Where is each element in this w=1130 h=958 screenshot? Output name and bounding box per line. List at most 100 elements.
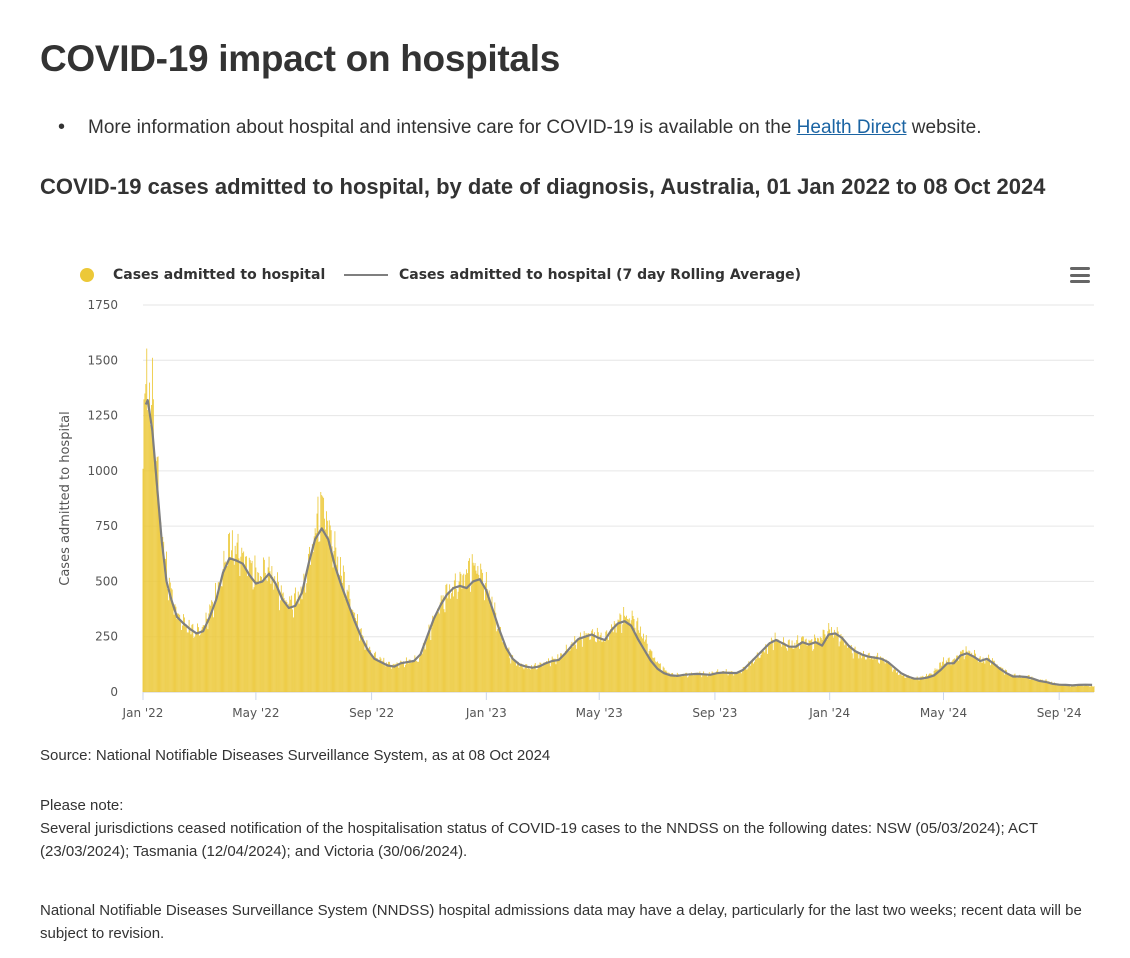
hospital-bar (695, 673, 697, 692)
hospital-bar (440, 595, 442, 692)
hospital-bar (592, 629, 594, 692)
hospital-bar (364, 649, 366, 692)
hospital-bar (250, 563, 252, 692)
hospital-bar (737, 672, 738, 692)
hospital-bar (424, 649, 426, 692)
hospital-bar (458, 581, 460, 692)
hospital-bar (657, 661, 658, 692)
hospital-bar (196, 632, 198, 692)
hospital-bar (647, 653, 649, 692)
hospital-bar (1065, 685, 1067, 692)
hospital-bar (224, 562, 226, 692)
hospital-bar (743, 666, 745, 692)
legend-item-line[interactable]: Cases admitted to hospital (7 day Rollin… (344, 267, 801, 283)
hospital-bar (692, 675, 694, 692)
hospital-bar (559, 658, 561, 692)
hospital-bar (751, 660, 753, 692)
hospital-bar (855, 652, 857, 692)
hospital-bar (983, 661, 985, 692)
hospital-bar (468, 560, 469, 692)
info-text: More information about hospital and inte… (88, 117, 981, 139)
hospital-bar (880, 657, 882, 692)
hospital-bar (599, 635, 601, 692)
hospital-bar (742, 666, 744, 692)
hospital-bar (839, 641, 841, 692)
hospital-bar (938, 669, 940, 692)
hospital-bar (351, 609, 353, 692)
hospital-bar (288, 603, 290, 692)
hospital-bar (981, 662, 983, 692)
hospital-bar (519, 664, 521, 692)
hospital-bar (843, 641, 845, 692)
hospital-bar (416, 661, 418, 692)
hospital-bar (966, 651, 968, 692)
hospital-bar (836, 627, 838, 692)
hospital-bar (341, 575, 342, 692)
hospital-bar (255, 567, 257, 692)
hospital-bar (769, 642, 771, 692)
hospital-bar (722, 671, 724, 692)
hospital-bar (1069, 686, 1070, 692)
hospital-bar (452, 586, 453, 692)
note-jurisdictions: Several jurisdictions ceased notificatio… (40, 820, 1038, 860)
legend-label-bars: Cases admitted to hospital (113, 267, 326, 283)
hospital-bar (476, 573, 478, 692)
hospital-bar (765, 644, 767, 692)
hospital-bar (274, 576, 276, 692)
hospital-bar (732, 673, 734, 692)
hospital-bar (779, 642, 781, 692)
hospital-bar (499, 627, 500, 692)
hospital-bar (425, 639, 427, 692)
hospital-bar (565, 644, 567, 692)
info-text-pre: More information about hospital and inte… (88, 117, 797, 138)
hospital-bar (428, 624, 430, 692)
hospital-bar (728, 671, 730, 692)
health-direct-link[interactable]: Health Direct (796, 117, 907, 138)
hospital-bar (208, 613, 210, 692)
hospital-bar (620, 614, 622, 692)
hamburger-menu-icon[interactable] (1070, 267, 1090, 287)
x-tick-label: Jan '22 (122, 706, 164, 720)
hospital-bar (818, 641, 820, 692)
hospital-bar (456, 598, 458, 692)
hospital-bar (710, 674, 712, 692)
hospital-bar (340, 557, 341, 692)
hospital-bar (195, 632, 197, 692)
legend-item-bars[interactable]: Cases admitted to hospital (80, 267, 325, 283)
hospital-bar (628, 618, 630, 692)
hospital-bar (1059, 683, 1061, 692)
hospital-bar (1002, 667, 1004, 692)
hospital-bar (388, 661, 389, 692)
hospital-bar (209, 604, 211, 692)
hospital-bar (1000, 666, 1002, 692)
hospital-bar (1054, 682, 1055, 692)
hospital-bar (548, 660, 550, 692)
hospital-bar (937, 669, 939, 692)
y-axis-title: Cases admitted to hospital (58, 411, 73, 585)
hospital-bar (192, 623, 194, 692)
hospital-bar (885, 659, 887, 692)
hospital-bar (1053, 683, 1054, 692)
hospital-bar (1020, 675, 1022, 692)
hospital-bar (821, 639, 823, 692)
hospital-bar (679, 674, 681, 692)
hospital-bar (495, 612, 497, 692)
hospital-bar (284, 603, 286, 692)
hospital-bar (873, 656, 875, 692)
hospital-bar (1084, 685, 1086, 692)
hospital-bar (787, 640, 789, 692)
hospital-bar (659, 663, 661, 692)
hospital-bar (688, 676, 690, 692)
hospital-bar (365, 643, 367, 692)
hospital-bar (384, 665, 386, 692)
hospital-bar (666, 671, 668, 692)
hospital-bar (222, 569, 224, 692)
hospital-bar (391, 664, 393, 692)
hospital-bar (515, 661, 516, 692)
hospital-bar (1030, 679, 1032, 692)
hospital-bar (1068, 684, 1070, 692)
hospital-bar (607, 638, 609, 692)
hospital-bar (709, 675, 711, 692)
hospital-bar (615, 632, 617, 692)
hospital-bar (626, 615, 627, 692)
